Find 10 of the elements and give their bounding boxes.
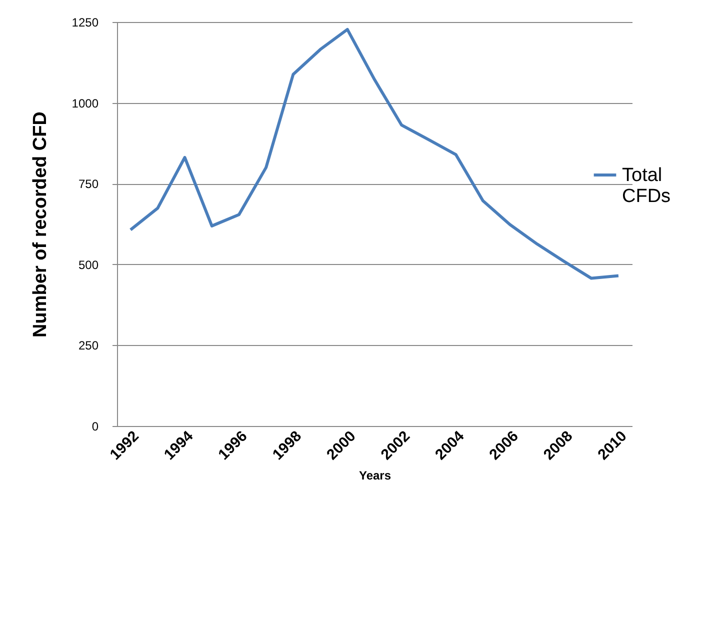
y-tick-label: 0 xyxy=(92,420,99,434)
y-tick-label: 500 xyxy=(78,258,99,272)
y-tick-label: 1250 xyxy=(72,16,99,30)
y-tick-label: 250 xyxy=(78,338,99,353)
legend-label: Total CFDs xyxy=(622,165,671,207)
y-axis-title: Number of recorded CFD xyxy=(30,112,51,338)
x-axis-title: Years xyxy=(358,468,392,483)
y-tick-label: 1000 xyxy=(72,96,99,110)
line-series xyxy=(129,28,620,280)
y-tick-label: 750 xyxy=(78,177,99,192)
